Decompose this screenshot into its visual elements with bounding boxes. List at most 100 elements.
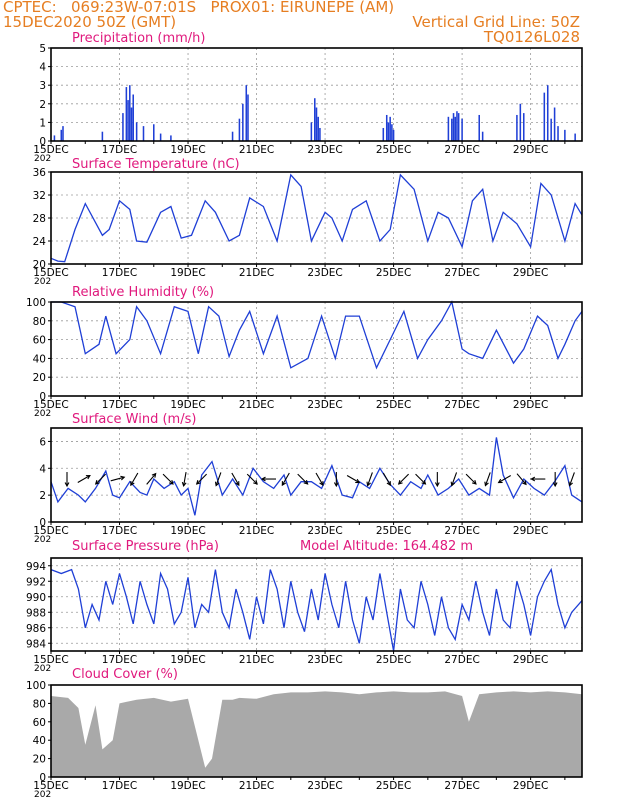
x-tick-label: 25DEC (376, 525, 411, 537)
wind-arrow-head (303, 479, 309, 485)
y-tick-label: 990 (26, 592, 46, 604)
precip-bar (314, 98, 316, 141)
y-tick-label: 36 (33, 167, 47, 179)
wind-arrow (246, 473, 258, 485)
y-tick-label: 6 (39, 436, 46, 448)
panel-title: Surface Pressure (hPa) (72, 539, 219, 554)
wind-arrow (297, 473, 309, 485)
plot-area (51, 428, 582, 522)
wind-arrow-head (484, 481, 489, 487)
wind-arrow-shaft (346, 475, 360, 484)
y-tick-label: 4 (39, 463, 46, 475)
y-tick-label: 984 (26, 638, 46, 650)
year-fragment: 202 (34, 664, 51, 674)
precip-bar (543, 92, 546, 141)
y-tick-label: 2 (39, 490, 46, 502)
precip-bar (125, 87, 128, 141)
x-tick-label: 29DEC (513, 399, 548, 411)
cloud-area (51, 691, 582, 777)
wind-arrow (281, 472, 290, 487)
x-tick-label: 15DEC (33, 780, 68, 792)
wind-arrow-shaft (183, 472, 187, 487)
y-tick-label: 20 (33, 259, 46, 271)
x-tick-label: 29DEC (513, 654, 548, 666)
x-tick-label: 23DEC (307, 525, 342, 537)
wind-arrow-head (471, 479, 477, 485)
precip-bar (385, 114, 388, 141)
wind-arrow-head (497, 478, 503, 484)
x-tick-label: 25DEC (376, 399, 411, 411)
wind-arrow-head (397, 479, 403, 485)
y-tick-label: 992 (26, 576, 46, 588)
x-tick-label: 19DEC (170, 267, 205, 279)
precip-bar (456, 111, 458, 141)
plot-frame (50, 301, 583, 397)
year-fragment: 202 (34, 535, 51, 545)
wind-arrow-shaft (95, 473, 107, 485)
wind-arrow-head (355, 478, 361, 484)
panel-title: Cloud Cover (%) (72, 667, 178, 682)
wind-arrow (315, 472, 324, 487)
precip-bar (392, 129, 395, 141)
wind-arrow-head (366, 481, 371, 487)
x-tick-label: 15DEC (33, 267, 68, 279)
y-tick-label: 986 (26, 623, 46, 635)
x-tick-label: 27DEC (444, 525, 479, 537)
wind-arrow-head (319, 481, 324, 487)
y-tick-label: 988 (26, 607, 46, 619)
precip-bar (153, 124, 155, 141)
wind-arrow (260, 476, 276, 482)
precip-bar (142, 126, 145, 141)
wind-arrow (434, 472, 440, 488)
wind-arrow-shaft (246, 473, 258, 485)
wind-arrow-head (530, 476, 536, 482)
wind-arrow-shaft (382, 472, 391, 486)
precip-bar (553, 107, 556, 141)
x-tick-label: 23DEC (307, 780, 342, 792)
y-tick-label: 1 (39, 117, 46, 129)
x-tick-label: 17DEC (102, 267, 137, 279)
y-tick-label: 2 (39, 99, 46, 111)
precip-bar (557, 126, 559, 141)
wind-arrow (346, 475, 361, 484)
panel-0: 0 1 2 3 4 5 15DEC 17DEC 19DEC 21DEC 23DEC 25DEC 27DE… (33, 31, 583, 164)
precip-bar (315, 107, 318, 141)
x-tick-label: 23DEC (307, 654, 342, 666)
precip-bar (127, 100, 129, 141)
y-tick-label: 4 (39, 62, 46, 74)
wind-arrow-shaft (569, 472, 575, 486)
y-tick-label: 24 (33, 236, 47, 248)
precip-bar (522, 113, 525, 141)
wind-arrow (146, 472, 157, 485)
wind-arrow (397, 473, 410, 485)
x-tick-label: 19DEC (170, 780, 205, 792)
wind-arrow-head (214, 481, 220, 487)
y-tick-label: 100 (26, 297, 46, 309)
x-tick-label: 27DEC (444, 780, 479, 792)
x-tick-label: 19DEC (170, 144, 205, 156)
wind-arrow-shaft (398, 473, 410, 485)
x-tick-label: 21DEC (239, 654, 274, 666)
wind-arrow-head (333, 482, 339, 488)
precip-bar (564, 129, 566, 141)
wind-arrow (465, 473, 477, 485)
precip-bar (101, 131, 104, 141)
wind-arrow-head (260, 476, 266, 482)
wind-arrow-head (85, 474, 91, 480)
x-tick-label: 15DEC (33, 144, 68, 156)
y-tick-label: 20 (33, 372, 46, 384)
wind-arrow-shaft (516, 473, 527, 485)
precip-bar (62, 126, 64, 141)
x-tick-label: 23DEC (307, 267, 342, 279)
wind-arrow-shaft (415, 473, 426, 485)
x-tick-label: 25DEC (376, 654, 411, 666)
wind-arrow-head (568, 481, 573, 487)
panel-title: Precipitation (mm/h) (72, 31, 205, 46)
series-line (50, 437, 583, 516)
wind-arrow (366, 472, 373, 487)
x-tick-label: 19DEC (170, 654, 205, 666)
wind-arrow (484, 472, 491, 487)
wind-arrow (110, 475, 126, 482)
wind-arrow-head (130, 481, 135, 487)
precip-bar (451, 118, 453, 141)
